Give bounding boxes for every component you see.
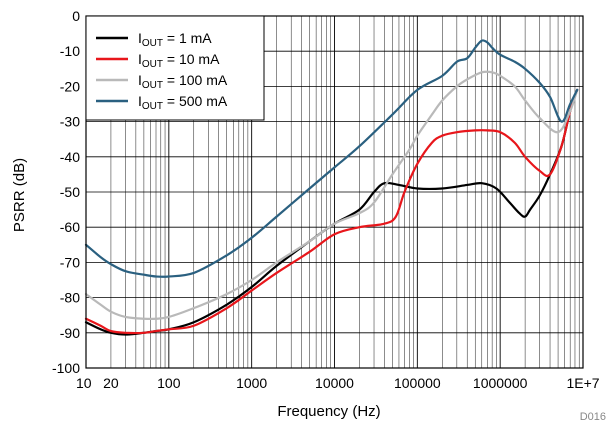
x-tick-label: 1E+7 bbox=[566, 375, 599, 391]
series-line bbox=[84, 70, 579, 321]
y-axis-title: PSRR (dB) bbox=[11, 158, 28, 232]
legend-label: IOUT = 1 mA bbox=[138, 30, 212, 49]
y-tick-label: -50 bbox=[60, 184, 80, 200]
y-tick-label: 0 bbox=[72, 8, 80, 24]
x-tick-label: 1000 bbox=[236, 375, 267, 391]
y-tick-label: -60 bbox=[60, 219, 80, 235]
y-tick-labels: 0 -10 -20 -30 -40 -50 -60 -70 -80 -90 -100 bbox=[52, 8, 80, 376]
y-tick-label: -10 bbox=[60, 43, 80, 59]
x-tick-label: 10 bbox=[76, 375, 92, 391]
y-tick-label: -30 bbox=[60, 114, 80, 130]
x-tick-label: 1000000 bbox=[473, 375, 528, 391]
series-line bbox=[84, 39, 579, 278]
x-tick-label: 100000 bbox=[394, 375, 441, 391]
x-tick-label: 100 bbox=[157, 375, 181, 391]
figure-id: D016 bbox=[580, 411, 606, 423]
y-tick-label: -80 bbox=[60, 290, 80, 306]
x-axis-title: Frequency (Hz) bbox=[277, 403, 380, 420]
y-tick-label: -40 bbox=[60, 149, 80, 165]
legend-label: IOUT = 10 mA bbox=[138, 51, 220, 70]
y-tick-label: -70 bbox=[60, 254, 80, 270]
legend: IOUT = 1 mA IOUT = 10 mA IOUT = 100 mA IOUT… bbox=[85, 15, 265, 121]
x-tick-label: 20 bbox=[103, 375, 119, 391]
series-lines bbox=[84, 39, 579, 336]
y-tick-label: -100 bbox=[52, 360, 80, 376]
plot-frame bbox=[85, 15, 584, 369]
y-tick-label: -20 bbox=[60, 78, 80, 94]
y-tick-label: -90 bbox=[60, 325, 80, 341]
legend-label: IOUT = 500 mA bbox=[138, 93, 228, 112]
x-tick-label: 10000 bbox=[315, 375, 354, 391]
legend-label: IOUT = 100 mA bbox=[138, 72, 228, 91]
series-line bbox=[84, 88, 579, 335]
legend-box bbox=[85, 15, 265, 121]
x-tick-labels: 10 20 100 1000 10000 100000 1000000 1E+7 bbox=[76, 375, 600, 391]
